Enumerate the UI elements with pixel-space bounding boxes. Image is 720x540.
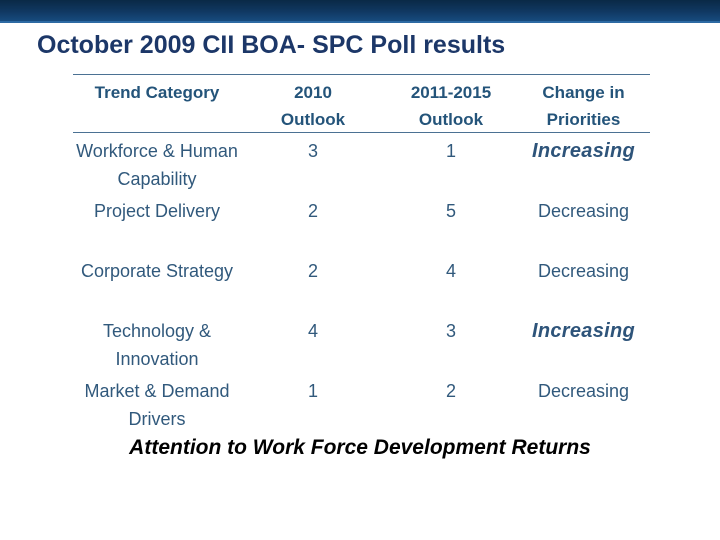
cell-change-in-priorities: Decreasing xyxy=(537,261,630,281)
cell-category: Project Delivery xyxy=(93,201,221,221)
cell-change-in-priorities: Decreasing xyxy=(537,381,630,401)
table-header-row: Trend Category 2010 Outlook 2011-2015 Ou… xyxy=(73,74,650,133)
cell-2011-2015-outlook: 4 xyxy=(445,261,456,281)
cell-2011-2015-outlook: 5 xyxy=(445,201,456,221)
column-header-trend-category: Trend Category xyxy=(94,83,220,102)
cell-category: Technology & Innovation xyxy=(102,321,212,369)
cell-2011-2015-outlook: 2 xyxy=(445,381,456,401)
column-header-change-in-priorities: Change in Priorities xyxy=(542,83,625,129)
cell-category: Market & Demand Drivers xyxy=(84,381,230,429)
column-header-2011-2015-outlook: 2011-2015 Outlook xyxy=(410,83,492,129)
poll-results-table: Trend Category 2010 Outlook 2011-2015 Ou… xyxy=(73,74,650,433)
table-row-workforce-human-capability: Workforce & Human Capability 3 1 Increas… xyxy=(73,133,650,193)
table-row-market-demand-drivers: Market & Demand Drivers 1 2 Decreasing xyxy=(73,373,650,433)
cell-2011-2015-outlook: 1 xyxy=(445,141,456,161)
cell-change-in-priorities: Decreasing xyxy=(537,201,630,221)
cell-2010-outlook: 4 xyxy=(307,321,318,341)
page-title: October 2009 CII BOA- SPC Poll results xyxy=(37,31,506,59)
top-accent-bar xyxy=(0,0,720,23)
cell-2010-outlook: 2 xyxy=(307,261,318,281)
cell-category: Corporate Strategy xyxy=(80,261,234,281)
cell-2010-outlook: 1 xyxy=(307,381,318,401)
column-header-2010-outlook: 2010 Outlook xyxy=(280,83,346,129)
cell-change-in-priorities: Increasing xyxy=(531,140,636,162)
table-row-project-delivery: Project Delivery 2 5 Decreasing xyxy=(73,193,650,253)
table-row-technology-innovation: Technology & Innovation 4 3 Increasing xyxy=(73,313,650,373)
table-row-corporate-strategy: Corporate Strategy 2 4 Decreasing xyxy=(73,253,650,313)
cell-change-in-priorities: Increasing xyxy=(531,320,636,342)
cell-category: Workforce & Human Capability xyxy=(76,141,238,189)
cell-2011-2015-outlook: 3 xyxy=(445,321,456,341)
cell-2010-outlook: 3 xyxy=(307,141,318,161)
cell-2010-outlook: 2 xyxy=(307,201,318,221)
caption: Attention to Work Force Development Retu… xyxy=(129,436,591,459)
